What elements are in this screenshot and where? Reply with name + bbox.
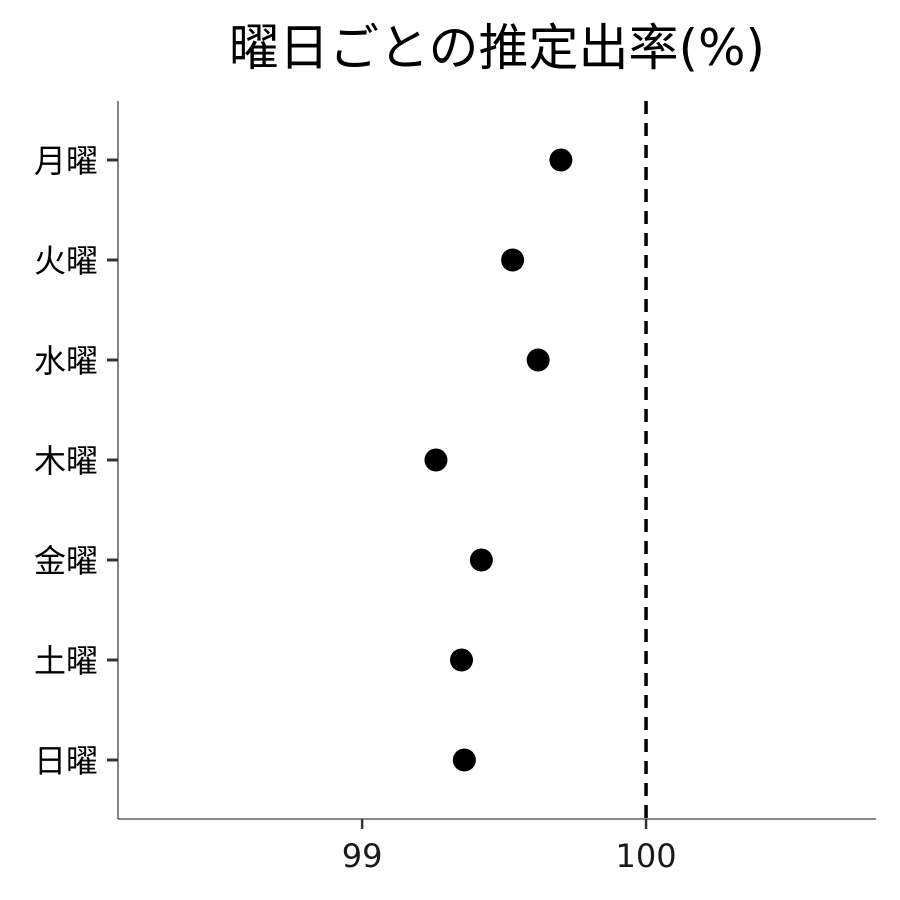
data-point-3: [526, 348, 550, 372]
y-tick-label: 水曜: [34, 342, 98, 380]
data-point-4: [424, 448, 448, 472]
y-tick-label: 日曜: [34, 742, 98, 780]
chart-title: 曜日ごとの推定出率(%): [229, 19, 765, 77]
data-point-2: [501, 248, 525, 272]
data-point-5: [469, 548, 493, 572]
data-point-1: [549, 148, 573, 172]
data-point-7: [452, 748, 476, 772]
y-tick-label: 木曜: [34, 442, 98, 480]
data-point-6: [450, 648, 474, 672]
y-tick-label: 金曜: [34, 542, 98, 580]
y-tick-label: 月曜: [34, 142, 98, 180]
x-axis-ticks: 99 100: [342, 819, 677, 875]
y-tick-label: 火曜: [34, 242, 98, 280]
x-tick-label: 99: [342, 837, 383, 875]
y-tick-label: 土曜: [34, 642, 98, 680]
x-tick-label: 100: [616, 837, 677, 875]
data-points: [424, 148, 573, 772]
axes: [117, 101, 876, 820]
